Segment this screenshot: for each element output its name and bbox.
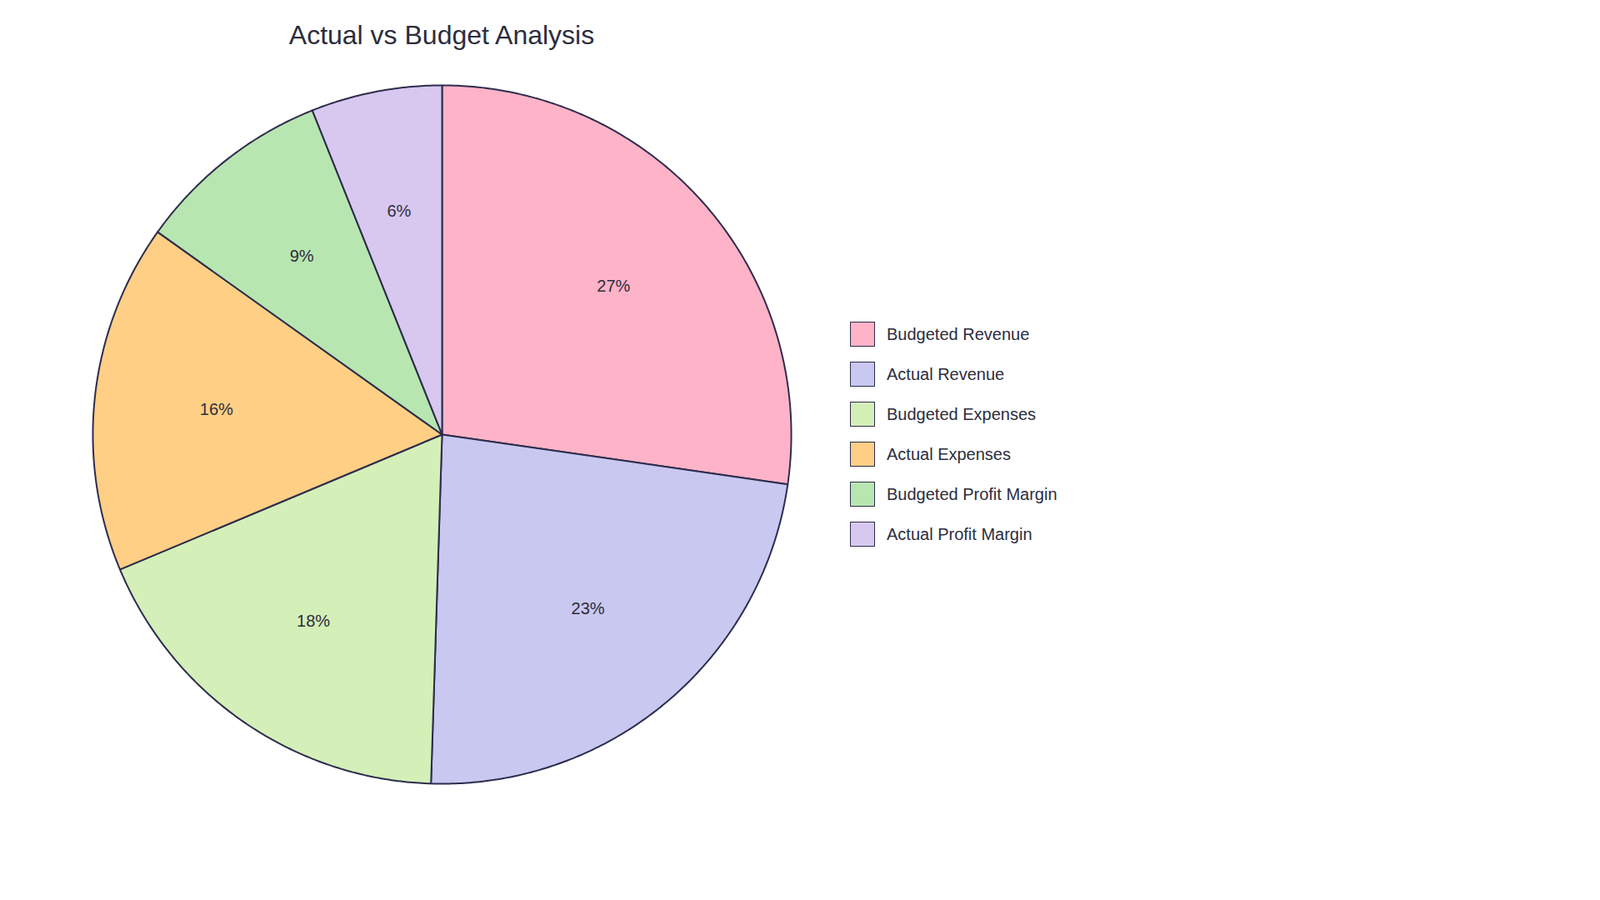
html-text:Budgeted Revenue: Budgeted Revenue — [886, 324, 1030, 343]
html-text:Actual Expenses: Actual Expenses — [886, 444, 1011, 463]
html-text:Actual vs Budget Analysis: Actual vs Budget Analysis — [289, 20, 595, 50]
svg-text:6%: 6% — [386, 201, 411, 220]
svg-text:9%: 9% — [290, 246, 315, 265]
html-text:Actual Profit Margin: Actual Profit Margin — [886, 524, 1033, 543]
html-text:Actual Revenue: Actual Revenue — [886, 364, 1005, 383]
html-text:Budgeted Expenses: Budgeted Expenses — [886, 404, 1036, 423]
svg-text:27%: 27% — [596, 276, 630, 295]
html-text:Budgeted Profit Margin: Budgeted Profit Margin — [886, 484, 1058, 503]
svg-text:23%: 23% — [571, 599, 605, 618]
svg-text:16%: 16% — [200, 400, 234, 419]
svg-text:18%: 18% — [296, 611, 330, 630]
